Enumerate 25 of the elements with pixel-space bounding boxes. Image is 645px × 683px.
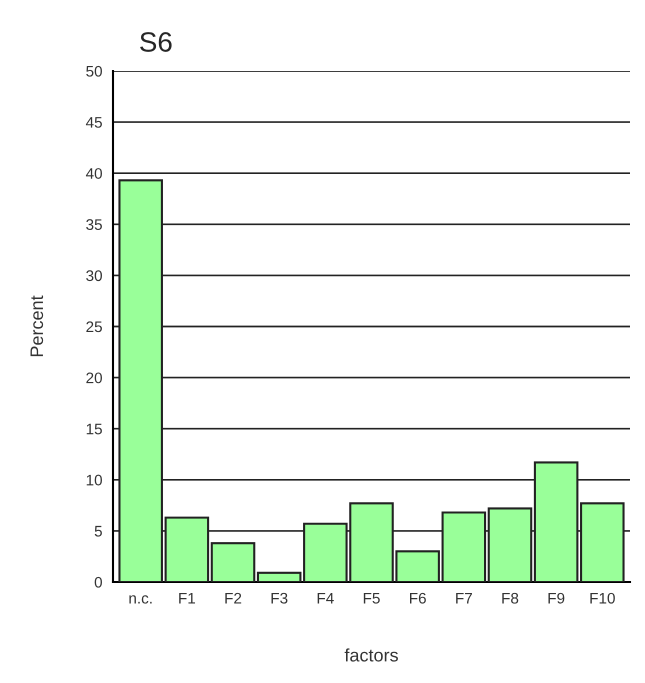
x-tick-label: F4	[318, 592, 334, 604]
x-tick-label: n.c.	[129, 595, 152, 604]
x-tick-label: F8	[502, 592, 518, 604]
y-tick-label: 45	[86, 117, 102, 128]
x-tick-label: F2	[225, 592, 242, 604]
x-tick-label: F10	[590, 592, 615, 604]
y-tick-label: 15	[86, 424, 102, 434]
y-tick-label: 25	[86, 321, 102, 332]
chart-title: S6	[140, 32, 172, 52]
y-tick-label: 5	[94, 526, 102, 537]
y-tick-label: 0	[94, 576, 102, 588]
y-tick-label: 10	[86, 474, 102, 486]
x-tick-label: F5	[364, 592, 380, 604]
y-axis-title: Percent	[30, 296, 44, 356]
y-tick-label: 20	[86, 372, 102, 384]
y-tick-label: 50	[86, 66, 102, 77]
y-tick-label: 40	[86, 168, 102, 179]
x-tick-label: F7	[456, 592, 472, 604]
x-tick-label: F3	[272, 592, 288, 604]
x-axis-title: factors	[344, 648, 398, 662]
y-tick-label: 30	[86, 270, 102, 282]
x-tick-label: F9	[548, 592, 564, 604]
x-tick-label: F1	[179, 592, 196, 604]
y-tick-label: 35	[86, 219, 102, 230]
x-tick-label: F6	[410, 592, 426, 604]
